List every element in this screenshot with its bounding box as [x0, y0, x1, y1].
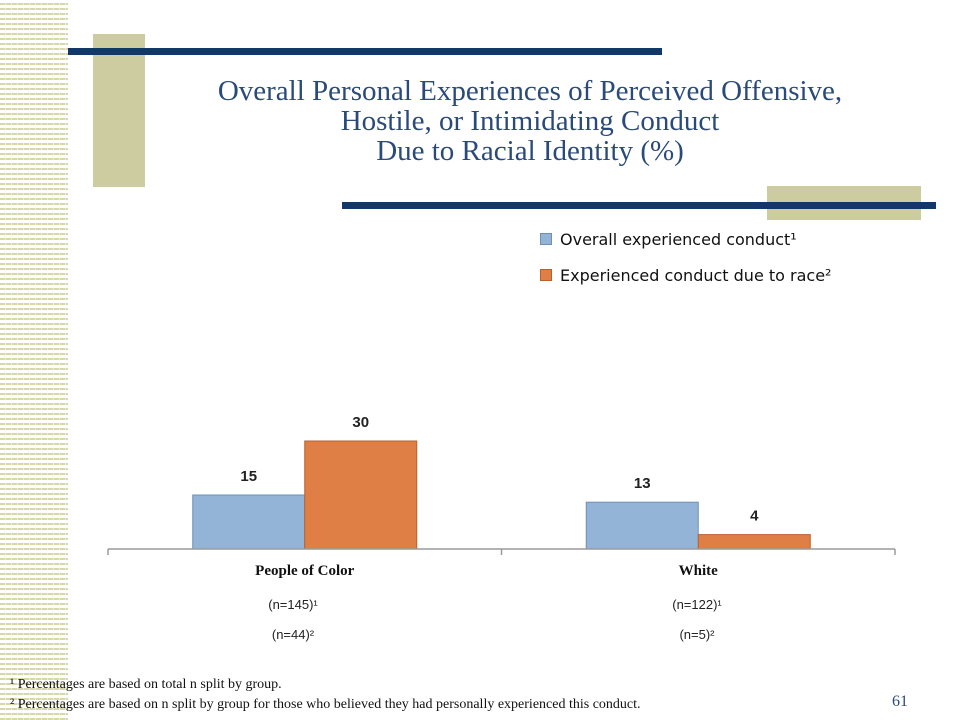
data-label-race-0: 30: [352, 414, 369, 431]
title-line-3: Due to Racial Identity (%): [376, 135, 684, 167]
legend-swatch-orange: [540, 269, 552, 281]
footnote-1: ¹ Percentages are based on total n split…: [10, 677, 282, 692]
legend-label-overall: Overall experienced conduct¹: [560, 229, 797, 249]
chart-legend: Overall experienced conduct¹ Experienced…: [540, 228, 831, 300]
decorative-stripe: [0, 0, 68, 720]
legend-label-race: Experienced conduct due to race²: [560, 265, 832, 285]
bar-race-0: [304, 440, 418, 550]
n-label-white-overall: (n=122)¹: [672, 597, 722, 612]
bar-overall-0: [192, 494, 306, 550]
slide-title: Overall Personal Experiences of Perceive…: [150, 76, 910, 166]
page-number: 61: [892, 693, 908, 710]
mid-rule: [342, 202, 936, 209]
n-label-poc-race: (n=44)²: [271, 627, 315, 642]
category-label-0: People of Color: [255, 563, 354, 579]
category-label-1: White: [679, 563, 719, 579]
bar-overall-1: [585, 501, 699, 550]
legend-item-overall: Overall experienced conduct¹: [540, 228, 831, 250]
deco-block-left: [93, 34, 145, 187]
legend-item-race: Experienced conduct due to race²: [540, 264, 831, 286]
bar-race-1: [697, 534, 811, 550]
title-line-1: Overall Personal Experiences of Perceive…: [217, 75, 843, 107]
n-label-poc-overall: (n=145)¹: [268, 597, 318, 612]
footnote-2: ² Percentages are based on n split by gr…: [10, 697, 641, 712]
n-label-white-race: (n=5)²: [679, 627, 715, 642]
title-line-2: Hostile, or Intimidating Conduct: [340, 105, 720, 137]
data-label-overall-0: 15: [240, 468, 257, 485]
data-label-overall-1: 13: [634, 475, 651, 492]
data-label-race-1: 4: [750, 508, 759, 525]
top-rule: [68, 48, 662, 55]
legend-swatch-blue: [540, 233, 552, 245]
